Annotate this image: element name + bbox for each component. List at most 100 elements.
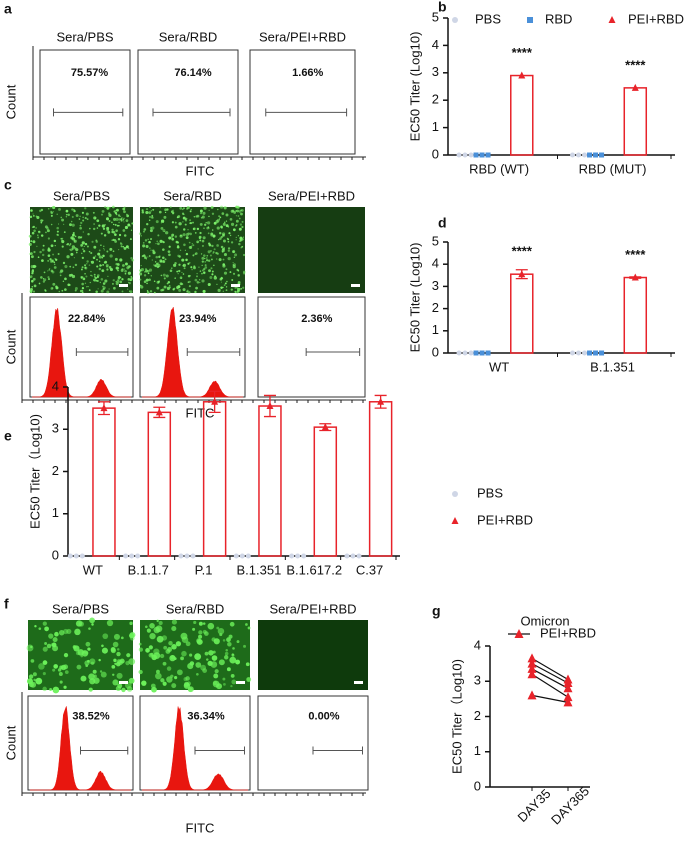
cell-spot — [156, 286, 160, 290]
cell-spot — [203, 254, 206, 257]
cell-spot — [76, 664, 82, 670]
cell-spot — [100, 232, 103, 235]
bar — [202, 401, 227, 557]
cell-spot — [195, 215, 198, 218]
panel-title: Sera/PBS — [56, 29, 113, 44]
pair-line — [531, 694, 569, 703]
cell-spot — [121, 278, 124, 281]
cell-spot — [116, 672, 123, 679]
cell-spot — [147, 256, 149, 258]
cell-spot — [112, 250, 115, 253]
cell-spot — [187, 290, 191, 294]
cell-spot — [175, 641, 182, 647]
cell-spot — [51, 287, 54, 290]
cell-spot — [170, 674, 174, 678]
cell-spot — [196, 272, 198, 275]
cell-spot — [47, 237, 50, 240]
cell-spot — [114, 239, 117, 241]
cell-spot — [205, 259, 209, 262]
x-tick-label: B.1.617.2 — [286, 562, 342, 577]
cell-spot — [52, 211, 54, 213]
cell-spot — [203, 271, 206, 274]
cell-spot — [87, 286, 89, 288]
cell-spot — [171, 237, 175, 241]
x-tick-label: DAY35 — [515, 786, 554, 825]
cell-spot — [56, 213, 58, 215]
cell-spot — [66, 243, 68, 246]
cell-spot — [84, 216, 87, 220]
x-tick-label: C.37 — [356, 562, 383, 577]
cell-spot — [141, 680, 147, 686]
cell-spot — [35, 227, 37, 229]
panel-letter: g — [432, 603, 441, 619]
cell-spot — [114, 240, 118, 243]
cell-spot — [80, 654, 84, 658]
cell-spot — [110, 647, 116, 652]
data-point — [184, 553, 190, 559]
cell-spot — [96, 219, 100, 223]
cell-spot — [242, 253, 246, 257]
y-axis-label: Count — [3, 84, 18, 119]
panel-letter: d — [438, 215, 447, 231]
cell-spot — [30, 255, 34, 259]
cell-spot — [146, 282, 148, 285]
cell-spot — [93, 674, 97, 678]
panel-letter: b — [438, 0, 447, 15]
cell-spot — [219, 237, 222, 240]
cell-spot — [117, 238, 121, 241]
cell-spot — [173, 212, 175, 214]
y-tick-label: 4 — [432, 256, 439, 271]
cell-spot — [227, 641, 232, 647]
cell-spot — [70, 252, 74, 256]
histogram-frame — [137, 49, 239, 155]
cell-spot — [189, 232, 192, 236]
pair-line — [531, 673, 569, 698]
cell-spot — [168, 285, 171, 287]
cell-spot — [168, 253, 171, 257]
cell-spot — [179, 206, 183, 210]
cell-spot — [53, 261, 56, 264]
cell-spot — [196, 281, 200, 284]
cell-spot — [241, 209, 244, 212]
cell-spot — [101, 647, 108, 654]
cell-spot — [86, 286, 88, 288]
cell-spot — [163, 285, 167, 289]
cell-spot — [79, 224, 82, 227]
cell-spot — [64, 264, 68, 269]
cell-spot — [151, 654, 157, 661]
cell-spot — [201, 269, 204, 272]
cell-spot — [217, 627, 225, 635]
cell-spot — [93, 216, 97, 220]
cell-spot — [201, 264, 203, 266]
cell-spot — [81, 282, 84, 286]
cell-spot — [194, 653, 202, 661]
cell-spot — [177, 273, 179, 275]
cell-spot — [209, 283, 211, 285]
legend-marker — [451, 517, 459, 524]
cell-spot — [228, 634, 233, 639]
cell-spot — [218, 231, 222, 235]
cell-spot — [142, 244, 146, 248]
cell-spot — [69, 265, 72, 268]
cell-spot — [53, 664, 59, 669]
data-point — [563, 697, 573, 707]
cell-spot — [151, 226, 155, 230]
cell-spot — [208, 215, 210, 218]
cell-spot — [217, 288, 221, 292]
data-point — [518, 270, 526, 278]
cell-spot — [119, 258, 123, 262]
cell-spot — [210, 267, 213, 270]
cell-spot — [160, 222, 162, 224]
cell-spot — [30, 659, 35, 663]
cell-spot — [224, 655, 229, 660]
pair-line — [531, 663, 569, 684]
cell-spot — [241, 220, 244, 223]
cell-spot — [189, 222, 193, 225]
cell-spot — [164, 208, 167, 212]
cell-spot — [129, 635, 135, 641]
cell-spot — [155, 255, 159, 259]
cell-spot — [118, 218, 121, 221]
cell-spot — [194, 232, 197, 234]
cell-spot — [205, 257, 208, 259]
cell-spot — [75, 651, 80, 656]
